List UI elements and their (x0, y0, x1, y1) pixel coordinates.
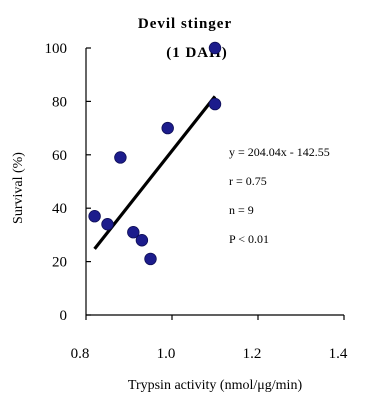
y-tick-label: 60 (52, 148, 67, 164)
data-point (161, 121, 174, 135)
data-point (144, 252, 157, 266)
data-point (135, 234, 149, 247)
chart-title: Devil stinger (138, 16, 232, 32)
data-point (208, 97, 222, 111)
x-axis-label: Trypsin activity (nmol/μg/min) (128, 378, 303, 393)
y-tick-label: 0 (60, 308, 68, 324)
regression-annotations: y = 204.04x - 142.55 r = 0.75 n = 9 P < 0.0… (229, 145, 330, 246)
annotation-line: P < 0.01 (229, 232, 269, 246)
y-tick-label: 80 (52, 94, 67, 110)
x-tick-label: 1.0 (157, 346, 176, 362)
trend-line (93, 95, 217, 250)
axes (85, 47, 345, 320)
y-tick-label: 100 (45, 41, 68, 57)
y-axis-label: Survival (%) (11, 152, 26, 224)
x-tick-label: 0.8 (71, 346, 90, 362)
data-point (127, 226, 140, 239)
data-point (101, 218, 114, 231)
data-point (114, 151, 127, 164)
data-point (208, 41, 222, 55)
y-tick-label: 20 (52, 255, 67, 271)
annotation-line: r = 0.75 (229, 174, 267, 188)
x-tick-label: 1.4 (329, 346, 348, 362)
x-tick-label: 1.2 (243, 346, 262, 362)
y-tick-label: 40 (52, 201, 67, 217)
annotation-line: n = 9 (229, 203, 254, 217)
data-point (88, 210, 101, 223)
data-marks (88, 41, 222, 266)
tick-labels: 0 20 40 60 80 100 0.8 1.0 1.2 1.4 (45, 41, 348, 362)
annotation-line: y = 204.04x - 142.55 (229, 145, 330, 159)
